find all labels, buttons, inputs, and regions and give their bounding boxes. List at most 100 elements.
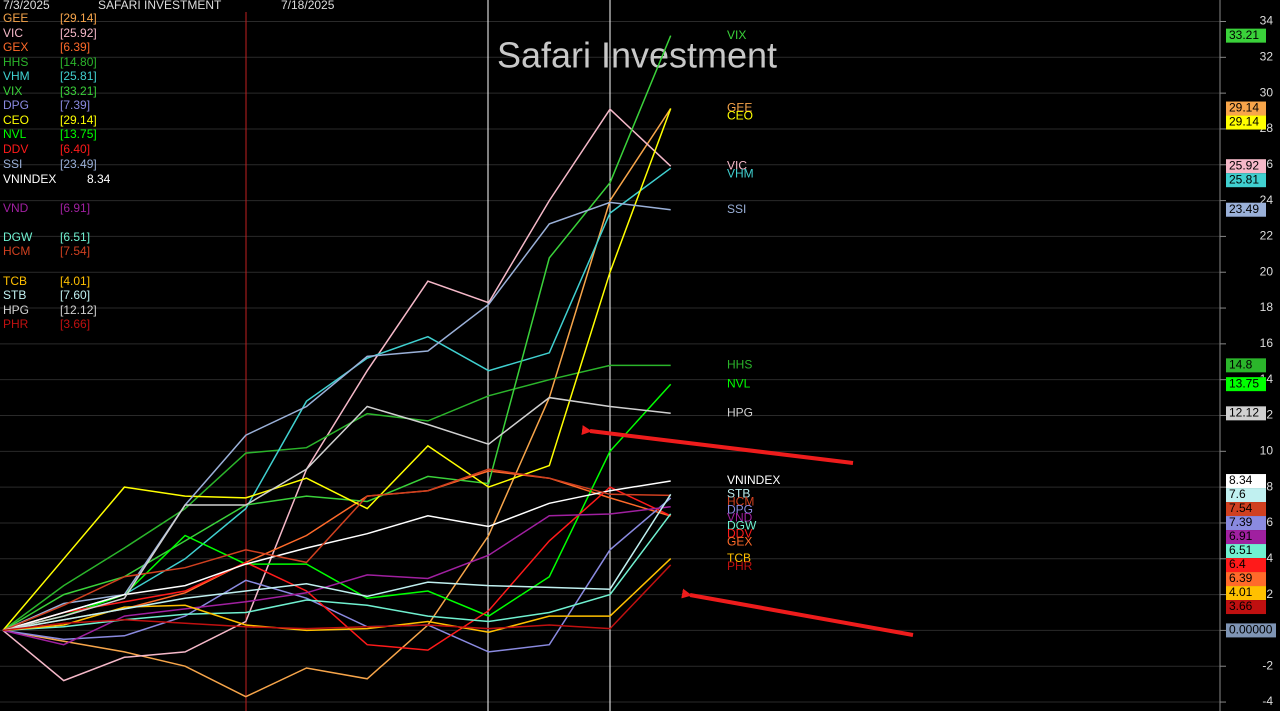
value-badge — [1226, 516, 1266, 531]
legend-name: HHS — [3, 55, 28, 69]
series-end-label: HCM — [727, 494, 754, 508]
series-line — [2, 480, 671, 632]
value-badge — [1226, 488, 1266, 503]
legend-value: [14.80] — [60, 55, 97, 69]
legend-name: TCB — [3, 274, 27, 288]
series-end-label: NVL — [727, 376, 751, 390]
value-badge-label: 8.34 — [1229, 473, 1253, 487]
value-badge-label: 12.12 — [1229, 406, 1259, 420]
y-tick-label: 2 — [1266, 587, 1273, 601]
legend-value: [6.39] — [60, 40, 90, 54]
legend-name: VND — [3, 201, 29, 215]
series-end-label: CEO — [727, 109, 753, 123]
y-tick-label: 4 — [1266, 551, 1273, 565]
value-badge — [1226, 558, 1266, 573]
value-badge-label: 7.39 — [1229, 515, 1253, 529]
series-end-label: GEE — [727, 101, 752, 115]
series-line — [2, 396, 671, 632]
legend-name: PHR — [3, 317, 29, 331]
series-line — [2, 108, 672, 631]
y-tick-label: -2 — [1262, 658, 1273, 672]
series-line — [2, 201, 671, 632]
legend-name: VIX — [3, 84, 22, 98]
value-badge-label: 7.54 — [1229, 501, 1253, 515]
series-line — [2, 35, 672, 632]
legend-value: [4.01] — [60, 274, 90, 288]
value-badge-label: 13.75 — [1229, 376, 1259, 390]
value-badge — [1226, 173, 1266, 188]
legend-value: [29.14] — [60, 113, 97, 127]
zero-badge — [1226, 623, 1276, 638]
series-end-label: TCB — [727, 551, 751, 565]
legend-name: DPG — [3, 98, 29, 112]
series-end-label: HPG — [727, 406, 753, 420]
legend-value: [29.14] — [60, 11, 97, 25]
value-badge — [1226, 101, 1266, 116]
chart-title: Safari Investment — [497, 35, 777, 76]
value-badge — [1226, 530, 1266, 545]
y-tick-label: 8 — [1266, 479, 1273, 493]
value-badge-label: 25.92 — [1229, 158, 1259, 172]
legend-value: [13.75] — [60, 127, 97, 141]
series-end-label: DPG — [727, 502, 753, 516]
y-tick-label: 20 — [1260, 264, 1274, 278]
end-date: 7/18/2025 — [281, 0, 335, 12]
arrow — [581, 425, 854, 465]
value-badge-label: 23.49 — [1229, 202, 1259, 216]
value-badge — [1226, 502, 1266, 517]
legend-value: [25.92] — [60, 26, 97, 40]
value-badge-label: 29.14 — [1229, 101, 1259, 115]
series-end-label: VND — [727, 510, 753, 524]
y-tick-label: 6 — [1266, 515, 1273, 529]
value-badge — [1226, 202, 1266, 217]
value-badge — [1226, 115, 1266, 130]
value-badge — [1226, 544, 1266, 559]
series-end-label: STB — [727, 486, 750, 500]
legend-name: CEO — [3, 113, 29, 127]
legend-value: 8.34 — [87, 172, 111, 186]
value-badge — [1226, 406, 1266, 421]
arrow — [681, 588, 914, 637]
legend-value: [3.66] — [60, 317, 90, 331]
series-end-label: VNINDEX — [727, 473, 780, 487]
value-badge-label: 3.66 — [1229, 599, 1253, 613]
series-line — [2, 468, 671, 632]
value-badge — [1226, 600, 1266, 615]
series-line — [2, 564, 672, 632]
start-date: 7/3/2025 — [3, 0, 50, 12]
value-badge-label: 14.8 — [1229, 358, 1253, 372]
value-badge-label: 6.91 — [1229, 529, 1253, 543]
legend-value: [6.91] — [60, 201, 90, 215]
y-tick-label: -4 — [1262, 694, 1273, 708]
legend-value: [6.51] — [60, 230, 90, 244]
legend-name: DDV — [3, 142, 28, 156]
header-name: SAFARI INVESTMENT — [98, 0, 222, 12]
value-badge — [1226, 586, 1266, 601]
legend-value: [25.81] — [60, 69, 97, 83]
y-tick-label: 30 — [1260, 85, 1274, 99]
series-line — [2, 493, 672, 632]
series-line — [2, 497, 672, 653]
series-line — [2, 486, 672, 651]
y-tick-label: 32 — [1260, 49, 1274, 63]
series-end-label: VHM — [727, 166, 754, 180]
value-badge — [1226, 358, 1266, 373]
legend-value: [7.39] — [60, 98, 90, 112]
y-tick-label: 16 — [1260, 336, 1274, 350]
legend: GEE [29.14] VIC [25.92] GEX [6.39] HHS [14.80] V… — [3, 11, 111, 331]
legend-name: VNINDEX — [3, 172, 56, 186]
series-end-label: HHS — [727, 358, 752, 372]
y-tick-label: 18 — [1260, 300, 1274, 314]
legend-name: GEX — [3, 40, 28, 54]
value-badge-label: 29.14 — [1229, 115, 1259, 129]
legend-value: [33.21] — [60, 84, 97, 98]
legend-value: [6.40] — [60, 142, 90, 156]
series-end-label: DDV — [727, 526, 752, 540]
series-end-label: SSI — [727, 202, 746, 216]
value-badge-label: 33.21 — [1229, 28, 1259, 42]
y-tick-label: 34 — [1260, 14, 1274, 28]
zero-badge-label: 0.00000 — [1229, 623, 1273, 637]
